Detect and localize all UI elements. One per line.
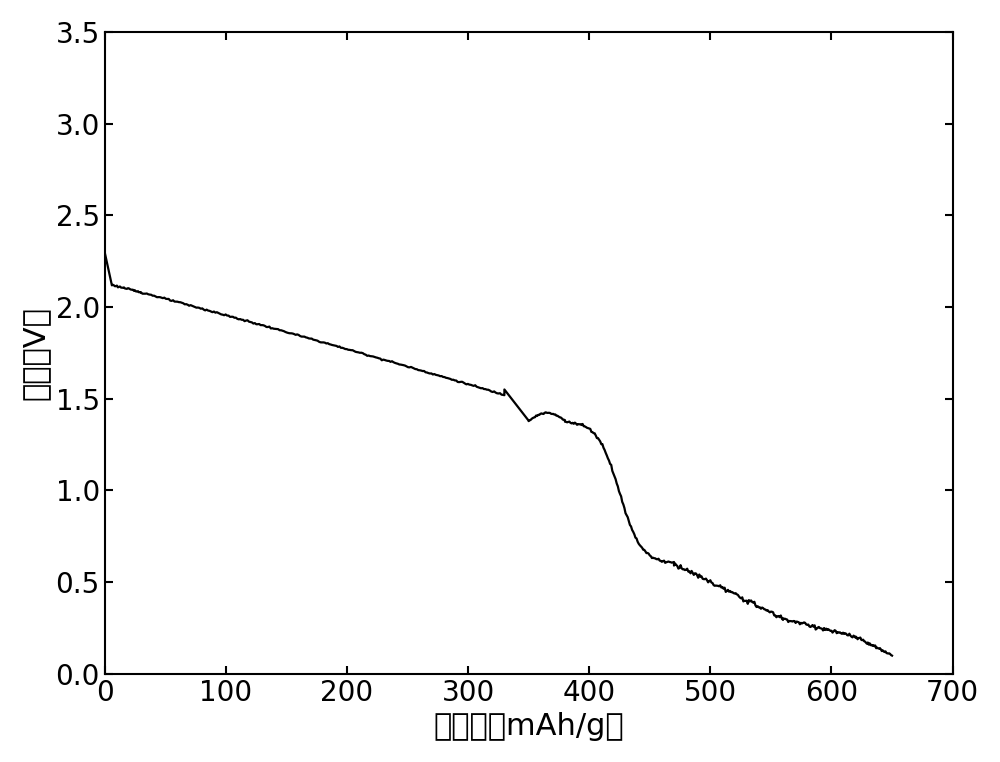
Y-axis label: 电压（V）: 电压（V）	[21, 306, 50, 400]
X-axis label: 比容量（mAh/g）: 比容量（mAh/g）	[433, 712, 624, 741]
